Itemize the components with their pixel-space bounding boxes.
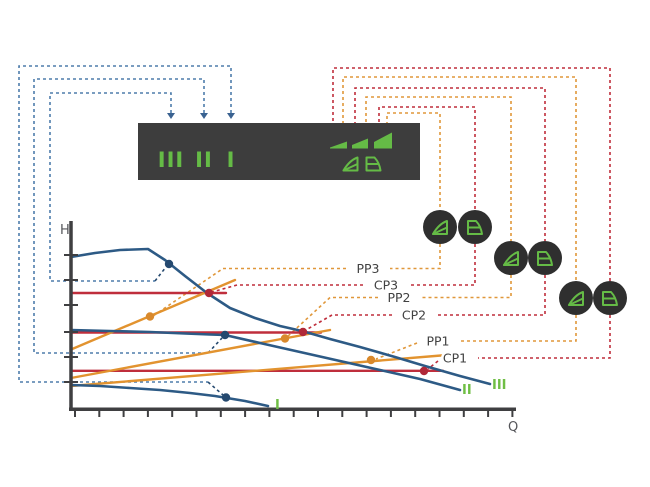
mode-badges (423, 210, 627, 315)
badge-pp2 (494, 241, 528, 275)
leader-curve-3 (154, 266, 167, 282)
speed-setting-I: I (227, 148, 236, 172)
y-axis-label: H (60, 223, 70, 238)
arrow-down-icon (227, 113, 235, 119)
y-axis-ticks (64, 254, 78, 383)
leader-pp2 (286, 296, 378, 338)
badge-cp1 (593, 281, 627, 315)
duty-point-pp2 (280, 334, 290, 343)
pump-curve-III (69, 247, 492, 386)
qh-chart: H Q I II III PP3 CP3 PP2 CP2 PP1 CP1 (60, 221, 518, 435)
pump-curve-I (69, 383, 270, 408)
label-cp2: CP2 (402, 308, 426, 323)
leader-curve-1 (207, 381, 224, 396)
leader-cp1 (427, 360, 439, 370)
x-axis-label: Q (508, 420, 518, 435)
duty-points (145, 259, 429, 402)
badge-cp2 (528, 241, 562, 275)
leader-cp3 (211, 284, 363, 293)
curve-label-III: III (492, 378, 507, 393)
pump-curve-II (69, 328, 462, 392)
label-pp2: PP2 (387, 290, 410, 305)
route-cp3 (378, 106, 476, 286)
route-pp3 (386, 112, 441, 270)
x-axis-ticks (74, 409, 514, 417)
control-panel: III II I (138, 123, 420, 180)
arrow-down-icon (200, 113, 208, 119)
duty-point-cp2 (298, 327, 308, 337)
arrow-down-icon (167, 113, 175, 119)
speed-routes (18, 65, 235, 396)
duty-point-speed-I (221, 393, 231, 402)
speed-setting-II: II (195, 148, 213, 172)
label-cp3: CP3 (374, 278, 398, 293)
duty-point-cp1 (419, 366, 429, 376)
route-speed-2 (33, 78, 208, 354)
badge-pp3 (423, 210, 457, 244)
route-cp1 (332, 67, 611, 359)
curve-label-I: I (275, 398, 280, 413)
speed-wedge-medium (352, 138, 368, 149)
route-pp2 (365, 96, 512, 299)
leader-cp2 (305, 314, 392, 331)
label-pp3: PP3 (356, 261, 379, 276)
speed-wedge-small (330, 141, 347, 149)
badge-cp3 (458, 210, 492, 244)
duty-point-cp3 (204, 288, 214, 298)
duty-point-pp1 (366, 355, 376, 365)
label-cp1: CP1 (443, 351, 467, 366)
curve-label-II: II (462, 383, 472, 398)
leader-pp1 (375, 342, 418, 360)
speed-setting-III: III (158, 148, 184, 172)
leader-pp3 (152, 267, 346, 317)
pp1-line (69, 353, 449, 388)
badge-pp1 (559, 281, 593, 315)
route-cp2 (354, 87, 546, 316)
label-pp1: PP1 (426, 334, 449, 349)
duty-point-speed-II (220, 330, 230, 340)
mode-routes (152, 67, 611, 370)
duty-point-pp3 (145, 312, 155, 321)
duty-point-speed-III (164, 259, 174, 269)
route-speed-3 (49, 92, 172, 282)
route-pp1 (342, 76, 577, 342)
speed-wedge-large (374, 132, 392, 149)
route-speed-1 (18, 65, 232, 383)
